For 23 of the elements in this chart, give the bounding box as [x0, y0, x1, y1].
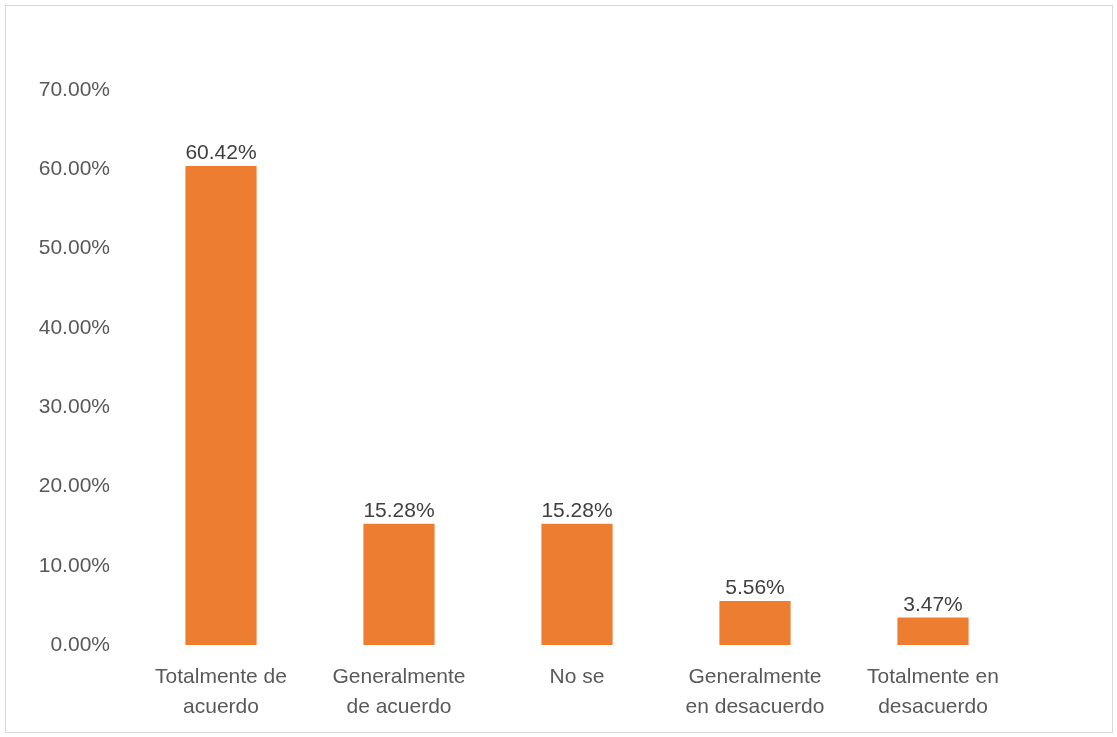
- bar: [185, 165, 257, 645]
- bar: [363, 523, 435, 645]
- y-tick-label: 0.00%: [50, 631, 110, 655]
- x-tick-label: Generalmente en desacuerdo: [685, 664, 825, 717]
- x-tick-label: Generalmente de acuerdo: [332, 664, 466, 717]
- data-label: 15.28%: [363, 498, 435, 522]
- data-label: 15.28%: [541, 498, 613, 522]
- data-label: 60.42%: [185, 140, 257, 164]
- data-label: 5.56%: [725, 575, 785, 599]
- data-label: 3.47%: [903, 591, 963, 615]
- y-tick-label: 60.00%: [38, 156, 110, 180]
- x-tick-label: Totalmente de acuerdo: [155, 664, 287, 717]
- x-tick-label: No se: [549, 664, 605, 688]
- y-tick-label: 70.00%: [38, 76, 110, 100]
- y-tick-label: 50.00%: [38, 235, 110, 259]
- bar: [897, 617, 969, 645]
- y-tick-label: 20.00%: [38, 473, 110, 497]
- y-tick-label: 40.00%: [38, 314, 110, 338]
- bar: [541, 523, 613, 645]
- bar: [719, 600, 791, 645]
- y-tick-label: 10.00%: [38, 552, 110, 576]
- y-tick-label: 30.00%: [38, 393, 110, 417]
- x-tick-label: Totalmente en desacuerdo: [867, 664, 999, 717]
